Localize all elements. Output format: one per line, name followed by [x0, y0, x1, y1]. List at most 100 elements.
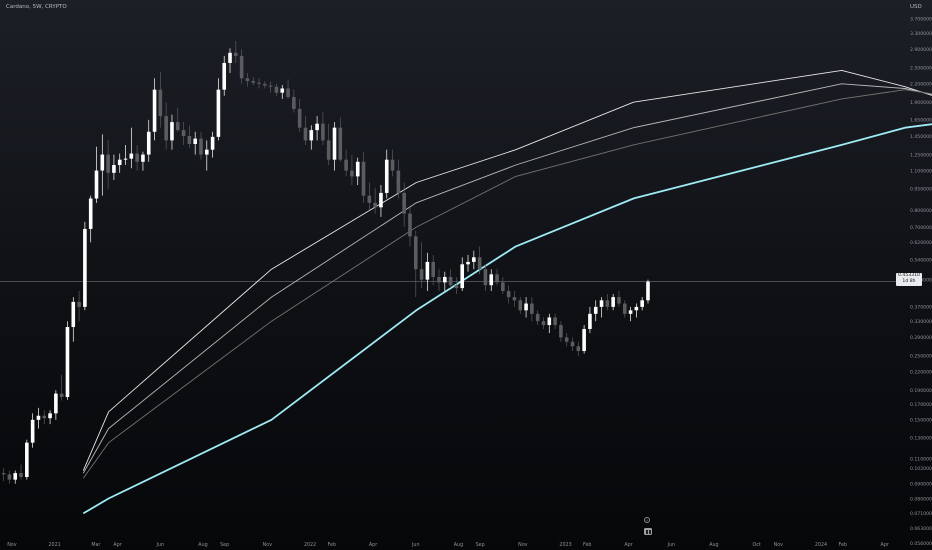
candle-body	[326, 140, 331, 160]
candle-body	[431, 261, 435, 277]
replay-icon[interactable]	[644, 528, 652, 535]
candle-body	[628, 310, 633, 314]
candle-body	[146, 131, 151, 155]
bar-countdown: 1d 8h	[902, 279, 916, 284]
candle-body	[413, 236, 418, 270]
candle-body	[164, 116, 168, 141]
candle-body	[367, 195, 372, 203]
x-tick-label: 2023	[559, 542, 571, 548]
candle-body	[13, 473, 18, 480]
candle-body	[373, 202, 377, 208]
y-tick-label: 0.800000	[910, 208, 932, 214]
candle-body	[576, 346, 581, 352]
y-tick-label: 3.700000	[910, 17, 932, 23]
candle-body	[117, 159, 122, 166]
x-tick-label: Jun	[411, 542, 420, 548]
y-tick-label: 1.100000	[910, 168, 932, 174]
currency-label: USD	[910, 4, 922, 10]
candle-body	[460, 264, 465, 289]
candle-body	[332, 127, 337, 160]
candle-body	[321, 123, 325, 141]
candle-body	[30, 419, 35, 443]
candle-body	[390, 159, 395, 171]
candle-body	[472, 257, 476, 262]
candle-body	[425, 261, 430, 280]
candle-body	[553, 317, 557, 326]
candle-body	[315, 123, 319, 131]
candle-body	[530, 303, 534, 314]
y-tick-label: 0.220000	[910, 370, 932, 376]
candle-body	[344, 159, 348, 171]
candle-body	[611, 297, 615, 307]
candle-body	[437, 276, 441, 283]
candle-body	[222, 62, 227, 90]
x-tick-label: Aug	[454, 542, 463, 548]
x-tick-label: Sep	[476, 542, 485, 548]
candle-body	[123, 158, 128, 160]
candle-body	[204, 149, 209, 155]
candle-body	[588, 313, 592, 330]
y-tick-label: 2.200000	[910, 82, 932, 88]
y-tick-label: 0.110000	[910, 456, 932, 462]
candle-body	[477, 257, 482, 270]
candle-body	[489, 274, 494, 286]
candle-body	[593, 306, 598, 314]
candle-body	[483, 269, 488, 286]
candle-body	[303, 127, 308, 141]
candle-body	[495, 274, 499, 283]
candle-body	[158, 89, 163, 117]
candle-body	[547, 317, 552, 326]
y-tick-label: 0.102000	[910, 466, 932, 472]
y-tick-label: 1.450000	[910, 134, 932, 140]
x-tick-label: Mar	[91, 542, 100, 548]
moving-average-line	[82, 69, 932, 471]
candle-body	[564, 337, 569, 342]
candle-body	[94, 170, 99, 199]
y-tick-label: 0.071000	[910, 511, 932, 517]
symbol-title[interactable]: Cardano, 5W, CRYPTO	[6, 4, 67, 10]
candle-body	[286, 88, 290, 98]
event-marker-icon[interactable]: ⚡	[644, 517, 650, 523]
candle-body	[83, 228, 87, 307]
y-tick-label: 0.190000	[910, 388, 932, 394]
candle-body	[65, 327, 70, 398]
candle-body	[59, 393, 64, 398]
candle-body	[506, 291, 511, 298]
candle-body	[216, 89, 221, 137]
candle-body	[48, 413, 52, 419]
x-tick-label: Jun	[666, 542, 675, 548]
candle-body	[599, 300, 604, 307]
candle-body	[193, 138, 197, 145]
candle-body	[379, 192, 383, 208]
y-tick-label: 1.650000	[910, 118, 932, 124]
candle-body	[239, 55, 244, 79]
x-tick-label: Feb	[328, 542, 337, 548]
candle-body	[355, 161, 360, 177]
candle-body	[535, 313, 540, 322]
candle-body	[419, 269, 424, 280]
candle-body	[19, 473, 23, 477]
x-tick-label: Feb	[838, 542, 847, 548]
candle-body	[181, 130, 186, 137]
candle-body	[210, 136, 215, 150]
y-tick-label: 0.250000	[910, 354, 932, 360]
candle-body	[338, 127, 343, 160]
x-tick-label: Aug	[709, 542, 718, 548]
candle-body	[518, 300, 523, 311]
x-tick-label: Apr	[881, 542, 889, 548]
y-tick-label: 0.700000	[910, 225, 932, 231]
x-tick-label: 2021	[48, 542, 60, 548]
candle-body	[228, 52, 232, 63]
candle-body	[617, 297, 621, 304]
candle-body	[268, 85, 273, 87]
candle-body	[1, 473, 6, 475]
current-price-tag: 0.453310 1d 8h	[896, 273, 922, 286]
y-tick-label: 0.080000	[910, 496, 932, 502]
candle-body	[541, 321, 546, 326]
x-tick-label: Apr	[624, 542, 632, 548]
candle-body	[71, 301, 76, 328]
candle-body	[350, 170, 354, 177]
candle-body	[448, 276, 453, 286]
x-tick-label: Sep	[220, 542, 229, 548]
